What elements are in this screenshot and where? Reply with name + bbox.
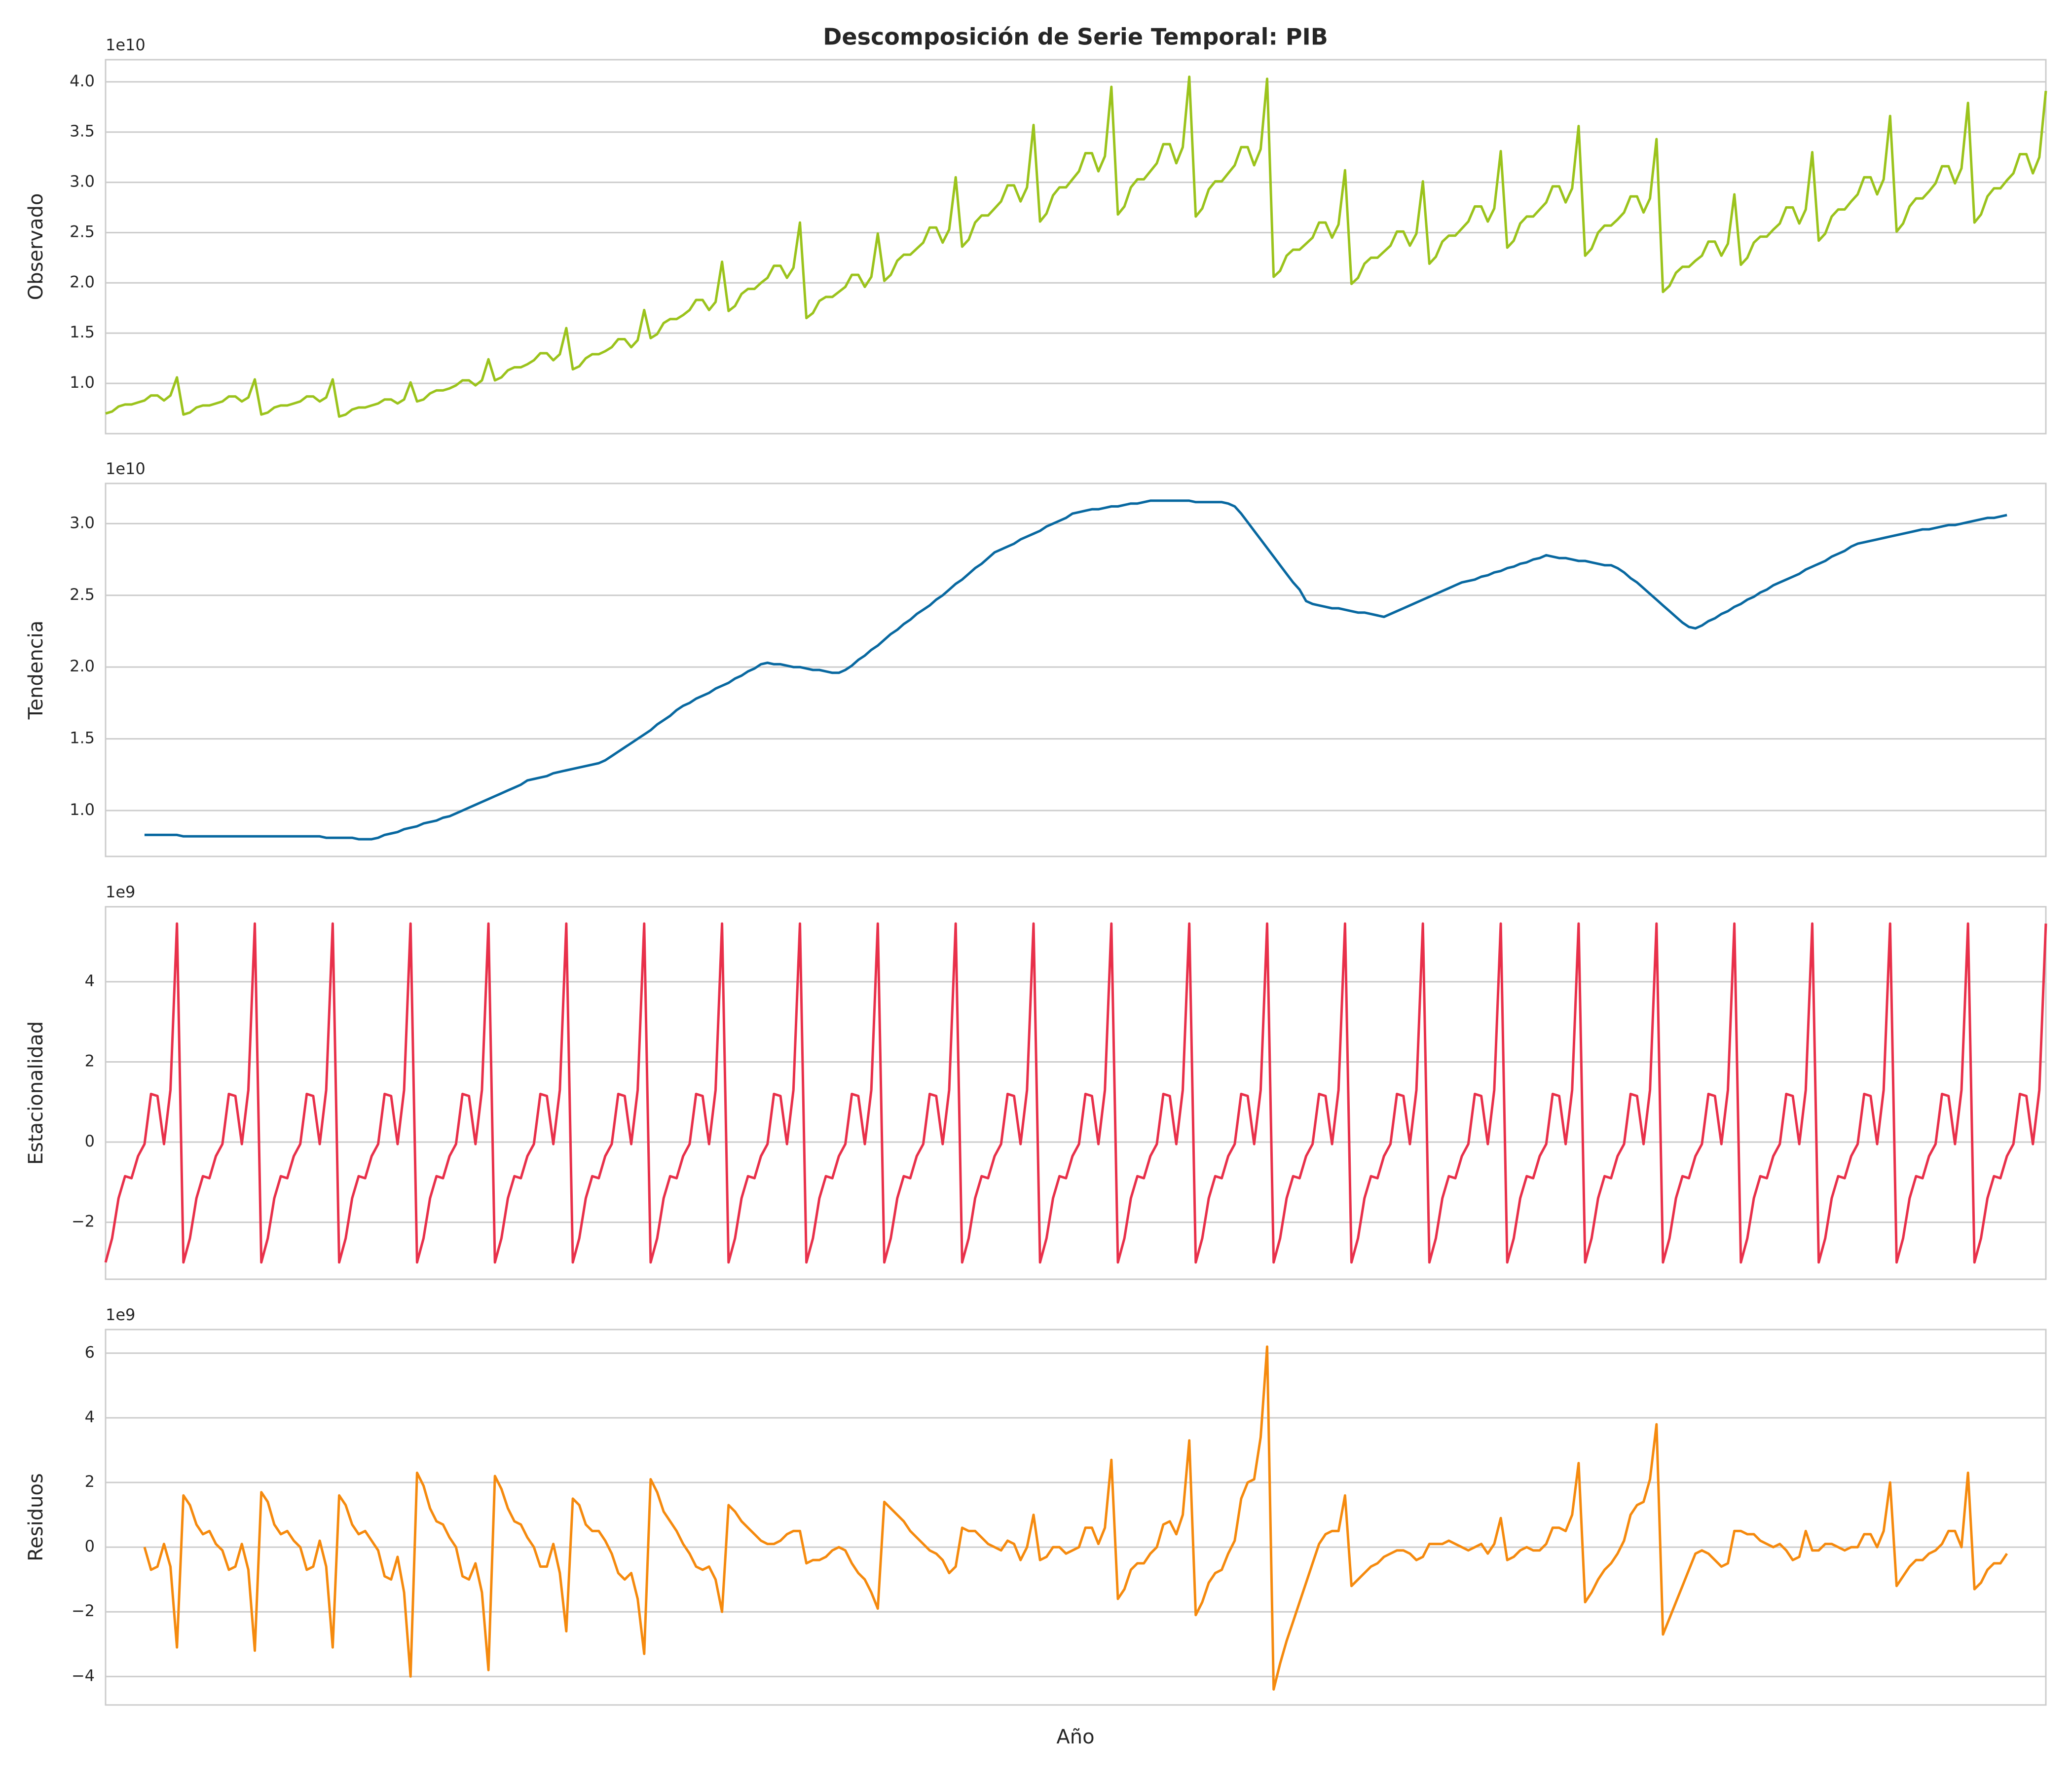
series-line [144, 499, 2007, 841]
y-tick-label: 4.0 [70, 72, 95, 90]
y-tick-label: 3.0 [70, 172, 95, 191]
y-tick-label: 2 [85, 1472, 95, 1491]
axes-frame [105, 482, 2047, 857]
y-tick-label: 1.5 [70, 323, 95, 341]
y-tick-label: 0 [85, 1537, 95, 1555]
series-line [143, 1345, 2008, 1691]
y-tick-label: 1.0 [70, 373, 95, 392]
y-tick-label: 3.0 [70, 513, 95, 532]
axes-frame [105, 59, 2047, 435]
series-line [104, 922, 2047, 1264]
y-tick-label: 2.0 [70, 272, 95, 291]
y-tick-label: 0 [85, 1132, 95, 1150]
y-tick-label: −4 [72, 1666, 95, 1685]
y-tick-label: 2.5 [70, 585, 95, 604]
y-tick-label: 3.5 [70, 122, 95, 141]
series-line [105, 75, 2047, 418]
axis-offset-label: 1e9 [106, 1305, 135, 1324]
chart-title: Descomposición de Serie Temporal: PIB [823, 24, 1328, 50]
y-tick-label: 4 [85, 971, 95, 990]
axis-offset-label: 1e10 [106, 36, 146, 54]
axes-frame [105, 1329, 2047, 1706]
axis-offset-label: 1e9 [106, 883, 135, 901]
x-axis-label: Año [1056, 1726, 1094, 1748]
y-tick-label: 2.0 [70, 657, 95, 675]
y-axis-label: Residuos [25, 1473, 47, 1561]
axes-frame [105, 906, 2047, 1280]
y-tick-label: −2 [72, 1601, 95, 1620]
y-tick-label: 6 [85, 1343, 95, 1362]
y-tick-label: 4 [85, 1407, 95, 1426]
axis-offset-label: 1e10 [106, 459, 146, 478]
y-tick-label: 1.0 [70, 800, 95, 819]
y-tick-label: 2 [85, 1052, 95, 1071]
y-tick-label: −2 [72, 1212, 95, 1231]
y-axis-label: Estacionalidad [25, 1021, 47, 1165]
y-tick-label: 2.5 [70, 222, 95, 241]
y-axis-label: Observado [25, 193, 47, 300]
y-axis-label: Tendencia [25, 621, 47, 720]
y-tick-label: 1.5 [70, 729, 95, 747]
